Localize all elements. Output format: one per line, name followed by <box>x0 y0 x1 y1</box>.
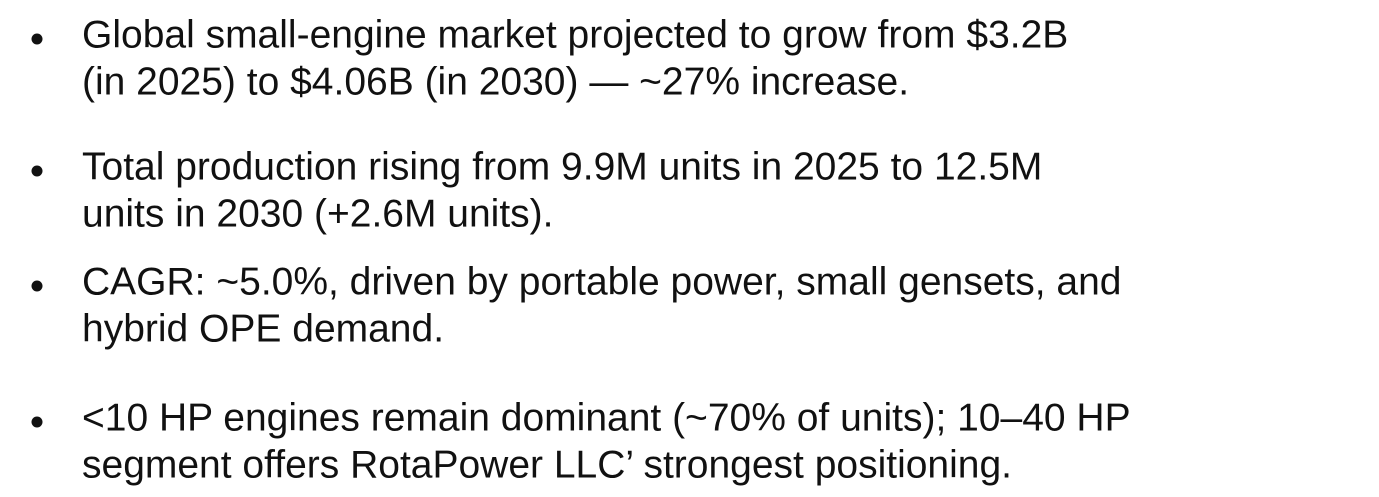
bullet-item: <10 HP engines remain dominant (~70% of … <box>31 396 1131 486</box>
bullet-text: CAGR: ~5.0%, driven by portable power, s… <box>82 260 1121 303</box>
bullet-dot <box>31 280 43 292</box>
bullet-item: CAGR: ~5.0%, driven by portable power, s… <box>31 260 1121 350</box>
bullet-dot <box>31 416 43 428</box>
bullet-text: Total production rising from 9.9M units … <box>82 145 1042 188</box>
bullet-text: (in 2025) to $4.06B (in 2030) — ~27% inc… <box>82 60 909 103</box>
bullet-item: Global small-engine market projected to … <box>31 13 1068 103</box>
bullet-text: units in 2030 (+2.6M units). <box>82 192 554 235</box>
bullet-text: Global small-engine market projected to … <box>82 13 1068 56</box>
bullet-text: <10 HP engines remain dominant (~70% of … <box>82 396 1131 439</box>
bullet-list: Global small-engine market projected to … <box>31 13 1131 486</box>
bullet-dot <box>31 33 43 45</box>
bullet-text: hybrid OPE demand. <box>82 307 444 350</box>
bullet-text: segment offers RotaPower LLC’ strongest … <box>82 443 1012 486</box>
bullet-item: Total production rising from 9.9M units … <box>31 145 1042 235</box>
bullet-dot <box>31 165 43 177</box>
